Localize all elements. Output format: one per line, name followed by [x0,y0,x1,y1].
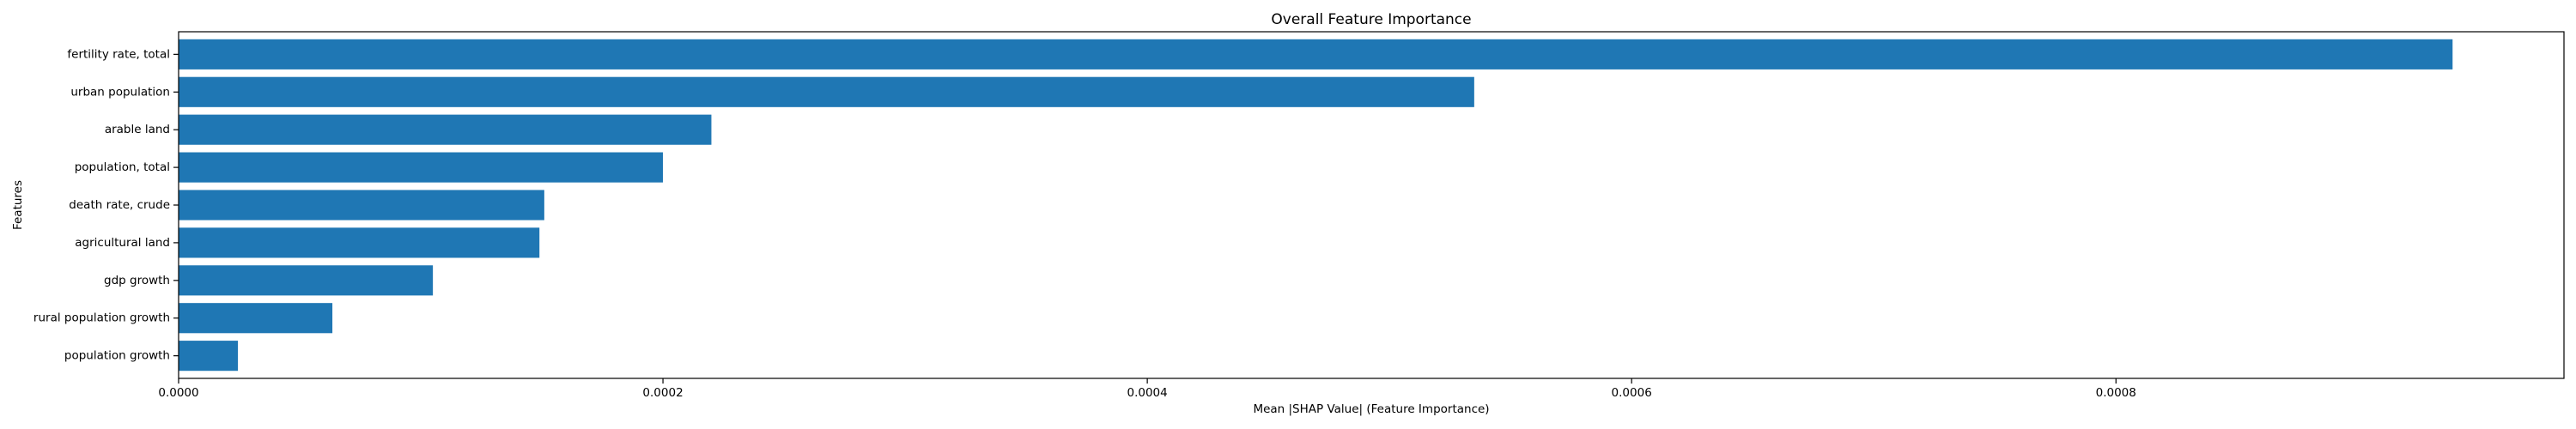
y-axis-ticks: fertility rate, total urban population ara… [33,47,179,363]
x-tick-label: 0.0004 [1127,386,1167,400]
bar [179,114,712,145]
y-tick-label: death rate, crude [69,198,170,212]
bar [179,265,434,296]
x-axis-ticks: 0.0000 0.0002 0.0004 0.0006 0.0008 [158,378,2136,400]
bar [179,303,333,334]
bar [179,227,540,258]
y-tick-label: urban population [70,85,170,99]
x-tick-label: 0.0000 [158,386,198,400]
y-tick-label: population growth [64,349,170,363]
bar [179,152,664,183]
y-tick-label: gdp growth [104,274,170,287]
x-axis-label: Mean |SHAP Value| (Feature Importance) [1253,402,1489,416]
y-tick-label: agricultural land [75,236,170,250]
bars [179,39,2453,372]
bar [179,39,2453,69]
bar [179,190,544,221]
bar [179,76,1474,107]
y-tick-label: arable land [105,123,170,136]
plot-area: fertility rate, total urban population ara… [33,31,2565,400]
x-tick-label: 0.0002 [642,386,683,400]
y-tick-label: fertility rate, total [67,47,170,61]
bar [179,341,239,372]
y-axis-label: Features [11,180,25,230]
x-tick-label: 0.0008 [2096,386,2136,400]
y-tick-label: rural population growth [33,311,170,325]
x-tick-label: 0.0006 [1612,386,1652,400]
chart-title: Overall Feature Importance [1271,11,1471,28]
y-tick-label: population, total [75,160,170,174]
